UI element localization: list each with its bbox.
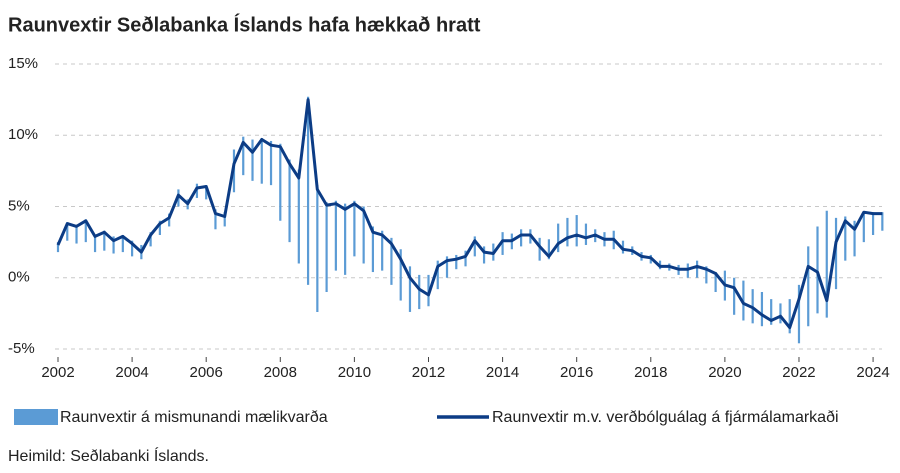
x-tick-label: 2010	[338, 364, 371, 381]
y-tick-label: -5%	[8, 340, 35, 357]
x-tick-label: 2008	[264, 364, 297, 381]
y-tick-label: 10%	[8, 126, 38, 143]
legend-label: Raunvextir á mismunandi mælikvarða	[60, 409, 328, 426]
x-tick-label: 2022	[782, 364, 815, 381]
x-tick-label: 2012	[412, 364, 445, 381]
source: Heimild: Seðlabanki Íslands.	[8, 446, 209, 465]
x-tick-label: 2002	[41, 364, 74, 381]
x-tick-label: 2004	[115, 364, 148, 381]
x-tick-label: 2016	[560, 364, 593, 381]
chart-title: Raunvextir Seðlabanka Íslands hafa hækka…	[8, 13, 481, 36]
x-tick-label: 2014	[486, 364, 519, 381]
y-tick-label: 0%	[8, 269, 30, 286]
legend-swatch	[14, 409, 58, 425]
x-tick-label: 2006	[190, 364, 223, 381]
legend-label: Raunvextir m.v. verðbólguálag á fjármála…	[492, 409, 839, 426]
x-tick-label: 2018	[634, 364, 667, 381]
y-tick-label: 15%	[8, 55, 38, 72]
x-tick-label: 2024	[856, 364, 889, 381]
x-tick-label: 2020	[708, 364, 741, 381]
line	[56, 98, 883, 330]
y-tick-label: 5%	[8, 197, 30, 214]
